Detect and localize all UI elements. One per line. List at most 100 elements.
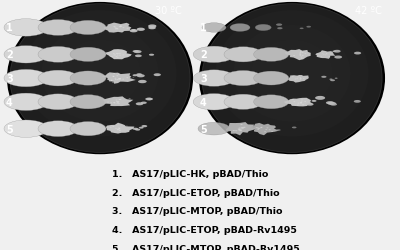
Circle shape xyxy=(115,28,117,29)
Circle shape xyxy=(130,30,138,33)
Ellipse shape xyxy=(216,11,368,137)
Polygon shape xyxy=(285,50,311,61)
Circle shape xyxy=(149,54,154,56)
Ellipse shape xyxy=(60,41,140,107)
Circle shape xyxy=(232,130,235,131)
Circle shape xyxy=(139,127,144,129)
Ellipse shape xyxy=(202,5,382,153)
Circle shape xyxy=(254,96,289,109)
Circle shape xyxy=(4,120,48,138)
Circle shape xyxy=(38,121,78,137)
Text: 1.   AS17/pLIC-HK, pBAD/Thio: 1. AS17/pLIC-HK, pBAD/Thio xyxy=(112,170,268,179)
Circle shape xyxy=(122,28,124,29)
Circle shape xyxy=(297,105,299,106)
Circle shape xyxy=(301,102,302,103)
Circle shape xyxy=(154,74,161,77)
Circle shape xyxy=(276,130,281,131)
Circle shape xyxy=(118,104,120,105)
Circle shape xyxy=(132,51,139,53)
Circle shape xyxy=(334,50,341,53)
Circle shape xyxy=(312,100,316,102)
Circle shape xyxy=(240,131,242,132)
Ellipse shape xyxy=(200,4,384,154)
Circle shape xyxy=(193,70,235,87)
Circle shape xyxy=(38,47,78,63)
Circle shape xyxy=(300,102,302,103)
Circle shape xyxy=(254,48,289,62)
Text: 30 ºC: 30 ºC xyxy=(155,6,182,16)
Circle shape xyxy=(269,130,271,131)
Polygon shape xyxy=(102,73,136,85)
Circle shape xyxy=(135,129,140,131)
Circle shape xyxy=(256,128,259,129)
Circle shape xyxy=(277,28,282,30)
Circle shape xyxy=(255,25,271,32)
Circle shape xyxy=(239,130,242,131)
Circle shape xyxy=(332,51,336,53)
Text: 2: 2 xyxy=(6,50,13,60)
Polygon shape xyxy=(104,24,131,34)
Circle shape xyxy=(135,55,142,58)
Circle shape xyxy=(304,54,306,55)
Circle shape xyxy=(70,21,106,35)
Circle shape xyxy=(202,24,226,33)
Circle shape xyxy=(115,128,117,129)
Circle shape xyxy=(117,103,119,104)
Circle shape xyxy=(300,78,302,79)
Circle shape xyxy=(230,24,250,32)
Polygon shape xyxy=(288,76,309,83)
Circle shape xyxy=(126,78,128,79)
Circle shape xyxy=(299,56,301,57)
Circle shape xyxy=(147,98,153,101)
Circle shape xyxy=(266,128,268,129)
Circle shape xyxy=(300,52,302,53)
Circle shape xyxy=(114,78,116,79)
Circle shape xyxy=(242,128,244,129)
Circle shape xyxy=(117,129,118,130)
Circle shape xyxy=(134,51,142,54)
Circle shape xyxy=(38,94,78,110)
Circle shape xyxy=(119,27,122,28)
Circle shape xyxy=(235,131,237,132)
Circle shape xyxy=(113,54,115,55)
Circle shape xyxy=(38,71,78,86)
Circle shape xyxy=(119,130,120,131)
Circle shape xyxy=(138,80,147,84)
Circle shape xyxy=(4,94,48,111)
Circle shape xyxy=(300,55,302,56)
Circle shape xyxy=(326,102,334,105)
Circle shape xyxy=(4,20,48,37)
Circle shape xyxy=(113,27,115,28)
Circle shape xyxy=(118,80,120,81)
Circle shape xyxy=(238,129,241,130)
Polygon shape xyxy=(103,97,133,107)
Circle shape xyxy=(296,79,298,80)
Circle shape xyxy=(116,29,118,30)
Polygon shape xyxy=(105,50,132,60)
Circle shape xyxy=(224,95,262,110)
Circle shape xyxy=(299,54,301,55)
Circle shape xyxy=(264,132,266,133)
Circle shape xyxy=(224,48,262,63)
Circle shape xyxy=(148,27,156,30)
Circle shape xyxy=(137,75,145,78)
Text: 1: 1 xyxy=(6,23,13,33)
Circle shape xyxy=(111,80,113,81)
Circle shape xyxy=(301,100,303,101)
Circle shape xyxy=(119,27,121,28)
Circle shape xyxy=(300,28,304,30)
Circle shape xyxy=(306,27,311,28)
Circle shape xyxy=(302,53,304,54)
Circle shape xyxy=(335,78,338,80)
Circle shape xyxy=(122,55,124,56)
Circle shape xyxy=(132,75,138,77)
Circle shape xyxy=(4,70,48,87)
Circle shape xyxy=(258,128,260,129)
Circle shape xyxy=(128,98,131,100)
Circle shape xyxy=(142,126,147,128)
Circle shape xyxy=(120,27,122,28)
Circle shape xyxy=(116,100,118,101)
Circle shape xyxy=(118,128,120,129)
Polygon shape xyxy=(106,123,134,134)
Circle shape xyxy=(112,76,114,77)
